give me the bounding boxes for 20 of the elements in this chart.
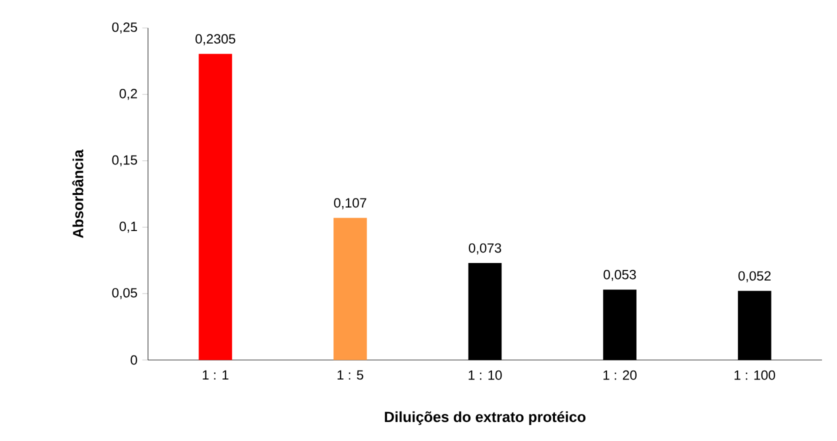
y-tick-label: 0 [130,355,138,365]
data-label: 0,2305 [196,34,236,46]
bar [198,54,232,360]
y-tick-label: 0,05 [112,288,138,300]
y-tick-label: 0,2 [120,88,137,100]
x-tick-label: 1 : 10 [468,370,502,380]
data-label: 0,073 [468,243,502,254]
x-axis-title: Diluições do extrato protéico [384,411,586,425]
x-tick-label: 1 : 100 [734,370,776,380]
data-label: 0,107 [334,198,366,210]
y-tick-label: 0,15 [112,155,138,166]
y-axis-title: Absorbância [72,149,84,238]
x-tick-label: 1 : 5 [338,370,364,380]
bar [334,218,367,360]
data-label: 0,053 [604,270,636,281]
y-tick-label: 0,1 [120,222,137,233]
x-tick-label: 1 : 20 [604,370,637,380]
data-label: 0,052 [738,271,771,282]
y-tick-label: 0,25 [112,22,138,34]
x-tick-label: 1 : 1 [202,370,228,380]
